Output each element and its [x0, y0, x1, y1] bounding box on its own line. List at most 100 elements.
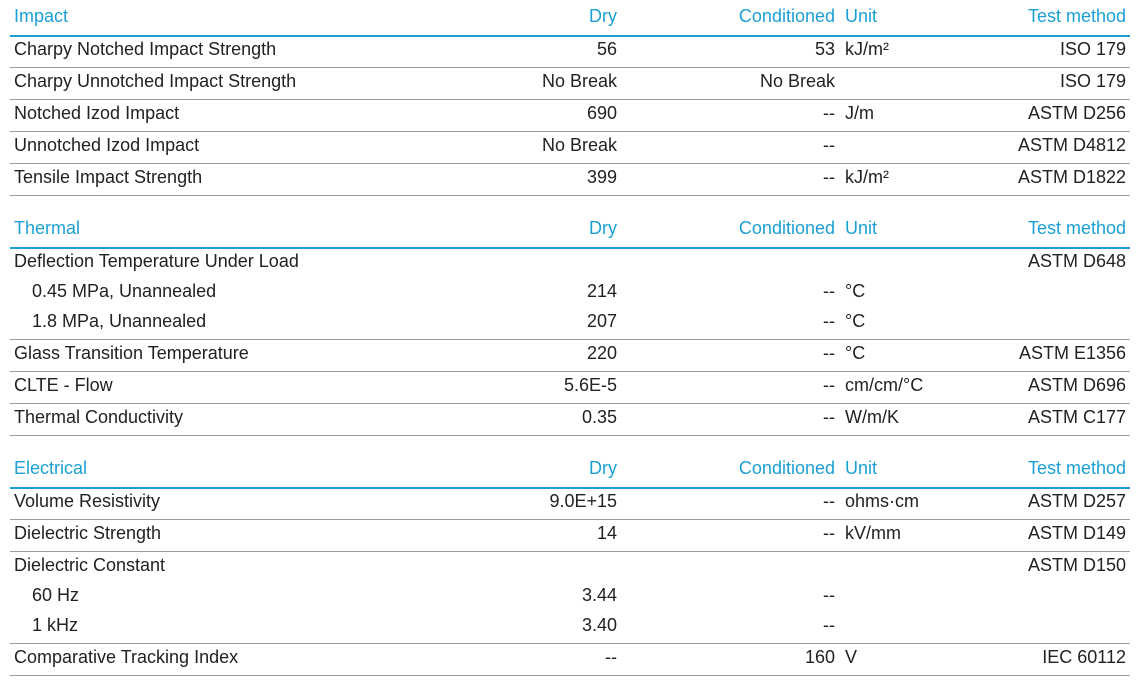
- row-rule: [10, 519, 1130, 520]
- property-cell: 1 kHz: [32, 615, 79, 635]
- dry-cell: 207: [586, 311, 617, 331]
- unit-cell: ohms·cm: [845, 491, 920, 511]
- property-cell: Thermal Conductivity: [14, 407, 184, 427]
- property-cell: Notched Izod Impact: [14, 103, 180, 123]
- table-row: Dielectric Strength 14 -- kV/mm ASTM D149: [0, 523, 1142, 551]
- property-cell: 1.8 MPa, Unannealed: [32, 311, 207, 331]
- unit-cell: kJ/m²: [845, 39, 889, 59]
- conditioned-cell: --: [823, 407, 835, 427]
- test-method-cell: ASTM D4812: [1017, 135, 1126, 155]
- row-rule: [10, 131, 1130, 132]
- test-method-cell: ASTM D257: [1027, 491, 1126, 511]
- test-method-cell: ISO 179: [1059, 71, 1126, 91]
- test-method-cell: ASTM D256: [1027, 103, 1126, 123]
- unit-cell: °C: [845, 311, 866, 331]
- test-method-cell: Test method: [1027, 458, 1126, 478]
- table-row: Glass Transition Temperature 220 -- °C ASTM …: [0, 343, 1142, 371]
- title-cell: Thermal: [14, 218, 81, 238]
- dry-cell: 56: [596, 39, 617, 59]
- sub-row: 60 Hz 3.44 --: [0, 585, 1142, 613]
- conditioned-cell: --: [823, 615, 835, 635]
- conditioned-cell: Conditioned: [738, 6, 835, 26]
- test-method-cell: ASTM D1822: [1017, 167, 1126, 187]
- row-rule: [10, 643, 1130, 644]
- dry-cell: 5.6E-5: [563, 375, 617, 395]
- row-rule: [10, 99, 1130, 100]
- dry-cell: No Break: [541, 135, 617, 155]
- row-rule: [10, 551, 1130, 552]
- table-row: Volume Resistivity 9.0E+15 -- ohms·cm ASTM D…: [0, 491, 1142, 519]
- conditioned-cell: --: [823, 281, 835, 301]
- dry-cell: No Break: [541, 71, 617, 91]
- unit-cell: W/m/K: [845, 407, 899, 427]
- property-cell: Charpy Notched Impact Strength: [14, 39, 277, 59]
- section-header: Thermal Dry Conditioned Unit Test method: [0, 218, 1142, 246]
- test-method-cell: IEC 60112: [1042, 647, 1126, 667]
- unit-cell: Unit: [845, 218, 878, 238]
- test-method-cell: ASTM D149: [1027, 523, 1126, 543]
- row-rule: [10, 435, 1130, 436]
- dry-cell: 0.35: [581, 407, 617, 427]
- table-row: Charpy Unnotched Impact Strength No Break…: [0, 71, 1142, 99]
- header-rule: [10, 247, 1130, 249]
- conditioned-cell: --: [823, 375, 835, 395]
- conditioned-cell: No Break: [759, 71, 835, 91]
- test-method-cell: ASTM E1356: [1018, 343, 1126, 363]
- unit-cell: cm/cm/°C: [845, 375, 924, 395]
- title-cell: Impact: [14, 6, 69, 26]
- dry-cell: Dry: [589, 218, 617, 238]
- property-cell: Charpy Unnotched Impact Strength: [14, 71, 297, 91]
- title-cell: Electrical: [14, 458, 88, 478]
- property-cell: Deflection Temperature Under Load: [14, 251, 299, 271]
- section-header: Electrical Dry Conditioned Unit Test method: [0, 458, 1142, 486]
- conditioned-cell: --: [823, 585, 835, 605]
- conditioned-cell: 160: [804, 647, 835, 667]
- table-row: Unnotched Izod Impact No Break -- ASTM D481…: [0, 135, 1142, 163]
- row-rule: [10, 339, 1130, 340]
- section-header: Impact Dry Conditioned Unit Test method: [0, 6, 1142, 34]
- test-method-cell: ASTM D150: [1027, 555, 1126, 575]
- dry-cell: --: [605, 647, 617, 667]
- dry-cell: 3.40: [581, 615, 617, 635]
- conditioned-cell: --: [823, 343, 835, 363]
- dry-cell: 14: [596, 523, 617, 543]
- header-rule: [10, 487, 1130, 489]
- dry-cell: 399: [586, 167, 617, 187]
- unit-cell: J/m: [845, 103, 874, 123]
- property-cell: Dielectric Strength: [14, 523, 162, 543]
- conditioned-cell: Conditioned: [738, 218, 835, 238]
- test-method-cell: ASTM D648: [1027, 251, 1126, 271]
- row-rule: [10, 403, 1130, 404]
- table-row: Dielectric Constant ASTM D150: [0, 555, 1142, 583]
- conditioned-cell: --: [823, 523, 835, 543]
- conditioned-cell: --: [823, 167, 835, 187]
- conditioned-cell: --: [823, 311, 835, 331]
- test-method-cell: Test method: [1027, 6, 1126, 26]
- sub-row: 1 kHz 3.40 --: [0, 615, 1142, 643]
- dry-cell: Dry: [589, 458, 617, 478]
- unit-cell: Unit: [845, 6, 878, 26]
- test-method-cell: Test method: [1027, 218, 1126, 238]
- property-cell: 60 Hz: [32, 585, 80, 605]
- sub-row: 1.8 MPa, Unannealed 207 -- °C: [0, 311, 1142, 339]
- dry-cell: 214: [586, 281, 617, 301]
- row-rule: [10, 67, 1130, 68]
- table-row: Notched Izod Impact 690 -- J/m ASTM D256: [0, 103, 1142, 131]
- dry-cell: 9.0E+15: [549, 491, 617, 511]
- property-cell: Unnotched Izod Impact: [14, 135, 200, 155]
- property-cell: CLTE - Flow: [14, 375, 113, 395]
- unit-cell: V: [845, 647, 858, 667]
- table-row: Comparative Tracking Index -- 160 V IEC 6011…: [0, 647, 1142, 675]
- dry-cell: 220: [586, 343, 617, 363]
- property-cell: Comparative Tracking Index: [14, 647, 239, 667]
- conditioned-cell: --: [823, 491, 835, 511]
- unit-cell: kJ/m²: [845, 167, 889, 187]
- conditioned-cell: 53: [814, 39, 835, 59]
- unit-cell: kV/mm: [845, 523, 901, 543]
- property-cell: Glass Transition Temperature: [14, 343, 249, 363]
- table-row: CLTE - Flow 5.6E-5 -- cm/cm/°C ASTM D696: [0, 375, 1142, 403]
- property-cell: Tensile Impact Strength: [14, 167, 203, 187]
- unit-cell: Unit: [845, 458, 878, 478]
- dry-cell: Dry: [589, 6, 617, 26]
- table-row: Tensile Impact Strength 399 -- kJ/m² ASTM D1…: [0, 167, 1142, 195]
